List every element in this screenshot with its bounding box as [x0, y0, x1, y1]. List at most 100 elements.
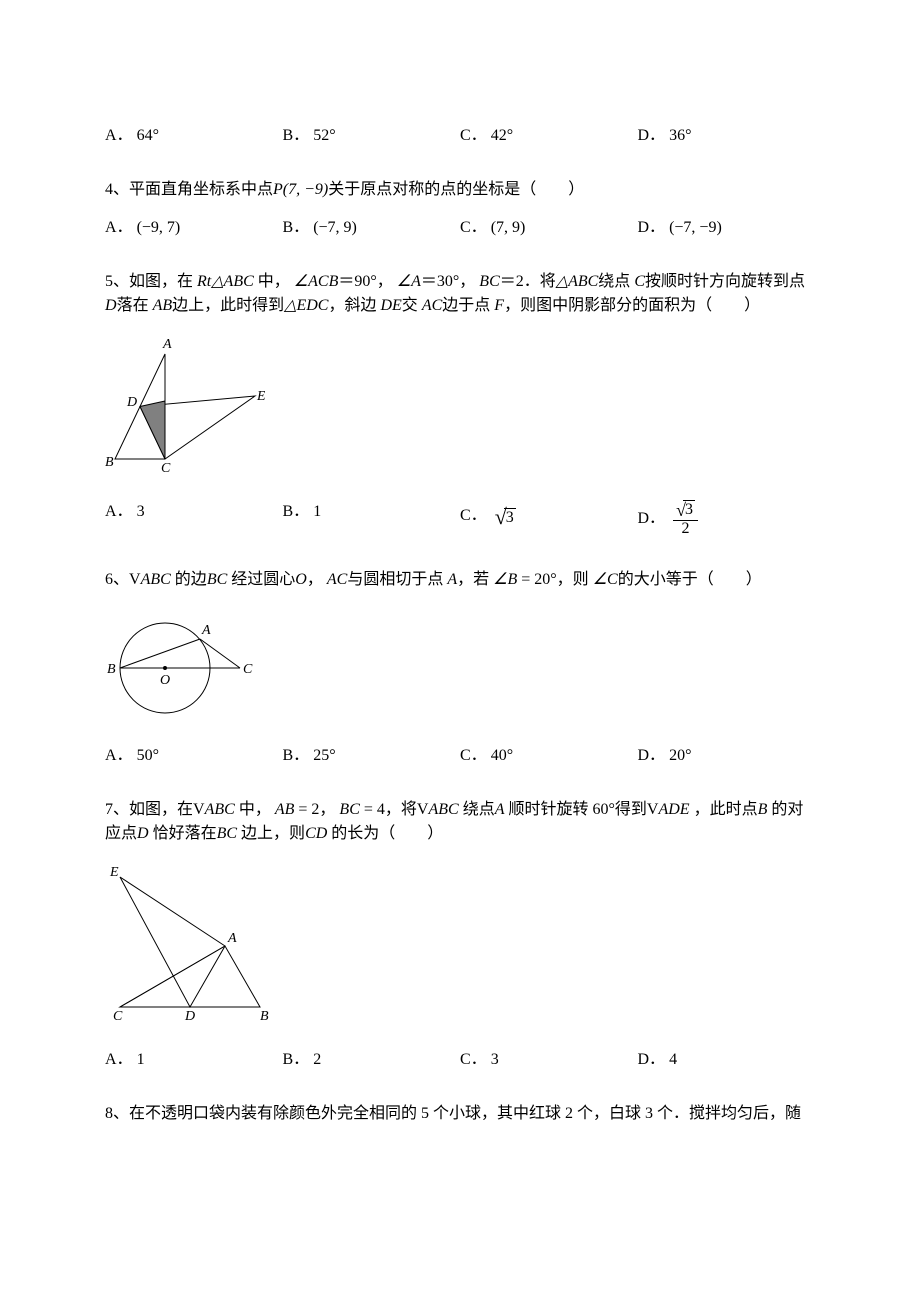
- label-B: B: [260, 1009, 269, 1022]
- option-letter: A．: [105, 1051, 133, 1068]
- t: V: [129, 571, 141, 588]
- q4-options: A．(−9, 7) B．(−7, 9) C．(7, 9) D．(−7, −9): [105, 216, 815, 240]
- t: 与圆相切于点: [347, 571, 443, 588]
- q7-option-C: C．3: [460, 1048, 638, 1072]
- q8-number: 8、: [105, 1105, 129, 1122]
- t: ，若: [457, 571, 489, 588]
- option-text: 1: [137, 1051, 145, 1068]
- option-letter: B．: [283, 1051, 310, 1068]
- option-letter: C．: [460, 507, 487, 524]
- t: CD: [305, 825, 327, 842]
- q7-figure: A B C D E: [105, 862, 815, 1022]
- option-letter: C．: [460, 747, 487, 764]
- label-E: E: [256, 389, 265, 404]
- option-text: 36°: [669, 127, 691, 144]
- t: ，斜边: [328, 297, 376, 314]
- label-D: D: [184, 1009, 195, 1022]
- option-letter: D．: [638, 510, 666, 527]
- t: Rt: [197, 273, 211, 290]
- q6-stem: 6、VABC 的边BC 经过圆心O， AC与圆相切于点 A，若 ∠B = 20°…: [105, 568, 815, 592]
- t: ∠C: [593, 571, 618, 588]
- option-text: 52°: [313, 127, 335, 144]
- t: ，: [319, 801, 335, 818]
- q7-option-D: D．4: [638, 1048, 816, 1072]
- q7-svg: A B C D E: [105, 862, 275, 1022]
- option-letter: B．: [283, 747, 310, 764]
- label-A: A: [227, 931, 237, 946]
- t: △ABC: [556, 273, 599, 290]
- option-text: 25°: [313, 747, 335, 764]
- q3-options: A．64° B．52° C．42° D．36°: [105, 124, 815, 148]
- option-text: 64°: [137, 127, 159, 144]
- option-letter: C．: [460, 219, 487, 236]
- q7-number: 7、: [105, 801, 129, 818]
- t: B: [758, 801, 768, 818]
- t: ∠B: [493, 571, 517, 588]
- q7-stem: 7、如图，在VABC 中， AB = 2， BC = 4，将VABC 绕点A 顺…: [105, 798, 815, 846]
- q4-option-C: C．(7, 9): [460, 216, 638, 240]
- t: BC: [217, 825, 237, 842]
- t: △ABC: [211, 273, 254, 290]
- q3-option-D: D．36°: [638, 124, 816, 148]
- t: A: [495, 801, 505, 818]
- t: ，则图中阴影部分的面积为（ ）: [504, 297, 760, 314]
- q5-svg: A B C D E: [105, 334, 265, 474]
- t: = 20°: [517, 571, 556, 588]
- option-text: √3: [495, 500, 516, 533]
- t: V: [417, 801, 429, 818]
- option-text: (−7, 9): [313, 219, 357, 236]
- label-C: C: [113, 1009, 123, 1022]
- t: 绕点: [598, 273, 630, 290]
- q5-figure: A B C D E: [105, 334, 815, 474]
- option-letter: D．: [638, 127, 666, 144]
- t: ＝30°，: [421, 273, 475, 290]
- q6-option-B: B．25°: [283, 744, 461, 768]
- q4-stem: 4、平面直角坐标系中点P(7, −9)关于原点对称的点的坐标是（ ）: [105, 178, 815, 202]
- t: V: [193, 801, 205, 818]
- label-O: O: [160, 673, 170, 688]
- t: BC: [339, 801, 359, 818]
- t: ABC: [141, 571, 171, 588]
- q7-option-A: A．1: [105, 1048, 283, 1072]
- option-text: 42°: [491, 127, 513, 144]
- option-text: 3: [137, 503, 145, 520]
- q7-option-B: B．2: [283, 1048, 461, 1072]
- option-text: 2: [313, 1051, 321, 1068]
- t: 按顺时针方向旋转到点: [645, 273, 805, 290]
- t: ，则: [557, 571, 589, 588]
- t: 的长为（ ）: [331, 825, 443, 842]
- option-text: (7, 9): [491, 219, 526, 236]
- t: ∠ACB: [294, 273, 339, 290]
- option-text: 40°: [491, 747, 513, 764]
- t: AC: [327, 571, 347, 588]
- label-A: A: [162, 337, 172, 352]
- t: BC: [207, 571, 227, 588]
- t: 边上，则: [241, 825, 305, 842]
- t: DE: [380, 297, 401, 314]
- option-text: 50°: [137, 747, 159, 764]
- t: 中，: [258, 273, 290, 290]
- label-D: D: [126, 395, 137, 410]
- q4-option-A: A．(−9, 7): [105, 216, 283, 240]
- t: △EDC: [284, 297, 328, 314]
- t: V: [647, 801, 659, 818]
- q4-option-D: D．(−7, −9): [638, 216, 816, 240]
- t: D: [137, 825, 149, 842]
- option-text: 1: [313, 503, 321, 520]
- t: F: [494, 297, 504, 314]
- option-letter: B．: [283, 219, 310, 236]
- q5-option-A: A．3: [105, 500, 283, 538]
- label-C: C: [243, 662, 253, 677]
- option-text: √3 2: [673, 500, 698, 538]
- t: 落在: [117, 297, 149, 314]
- t: 顺时针旋转 60°得到: [509, 801, 647, 818]
- option-text: 20°: [669, 747, 691, 764]
- option-letter: A．: [105, 219, 133, 236]
- q5-stem: 5、如图，在 Rt△ABC 中， ∠ACB＝90°， ∠A＝30°， BC＝2．…: [105, 270, 815, 318]
- t: 如图，在: [129, 801, 193, 818]
- q8-stem: 8、在不透明口袋内装有除颜色外完全相同的 5 个小球，其中红球 2 个，白球 3…: [105, 1102, 815, 1126]
- q6-option-D: D．20°: [638, 744, 816, 768]
- q6-options: A．50° B．25° C．40° D．20°: [105, 744, 815, 768]
- option-text: (−7, −9): [669, 219, 722, 236]
- t: AC: [422, 297, 442, 314]
